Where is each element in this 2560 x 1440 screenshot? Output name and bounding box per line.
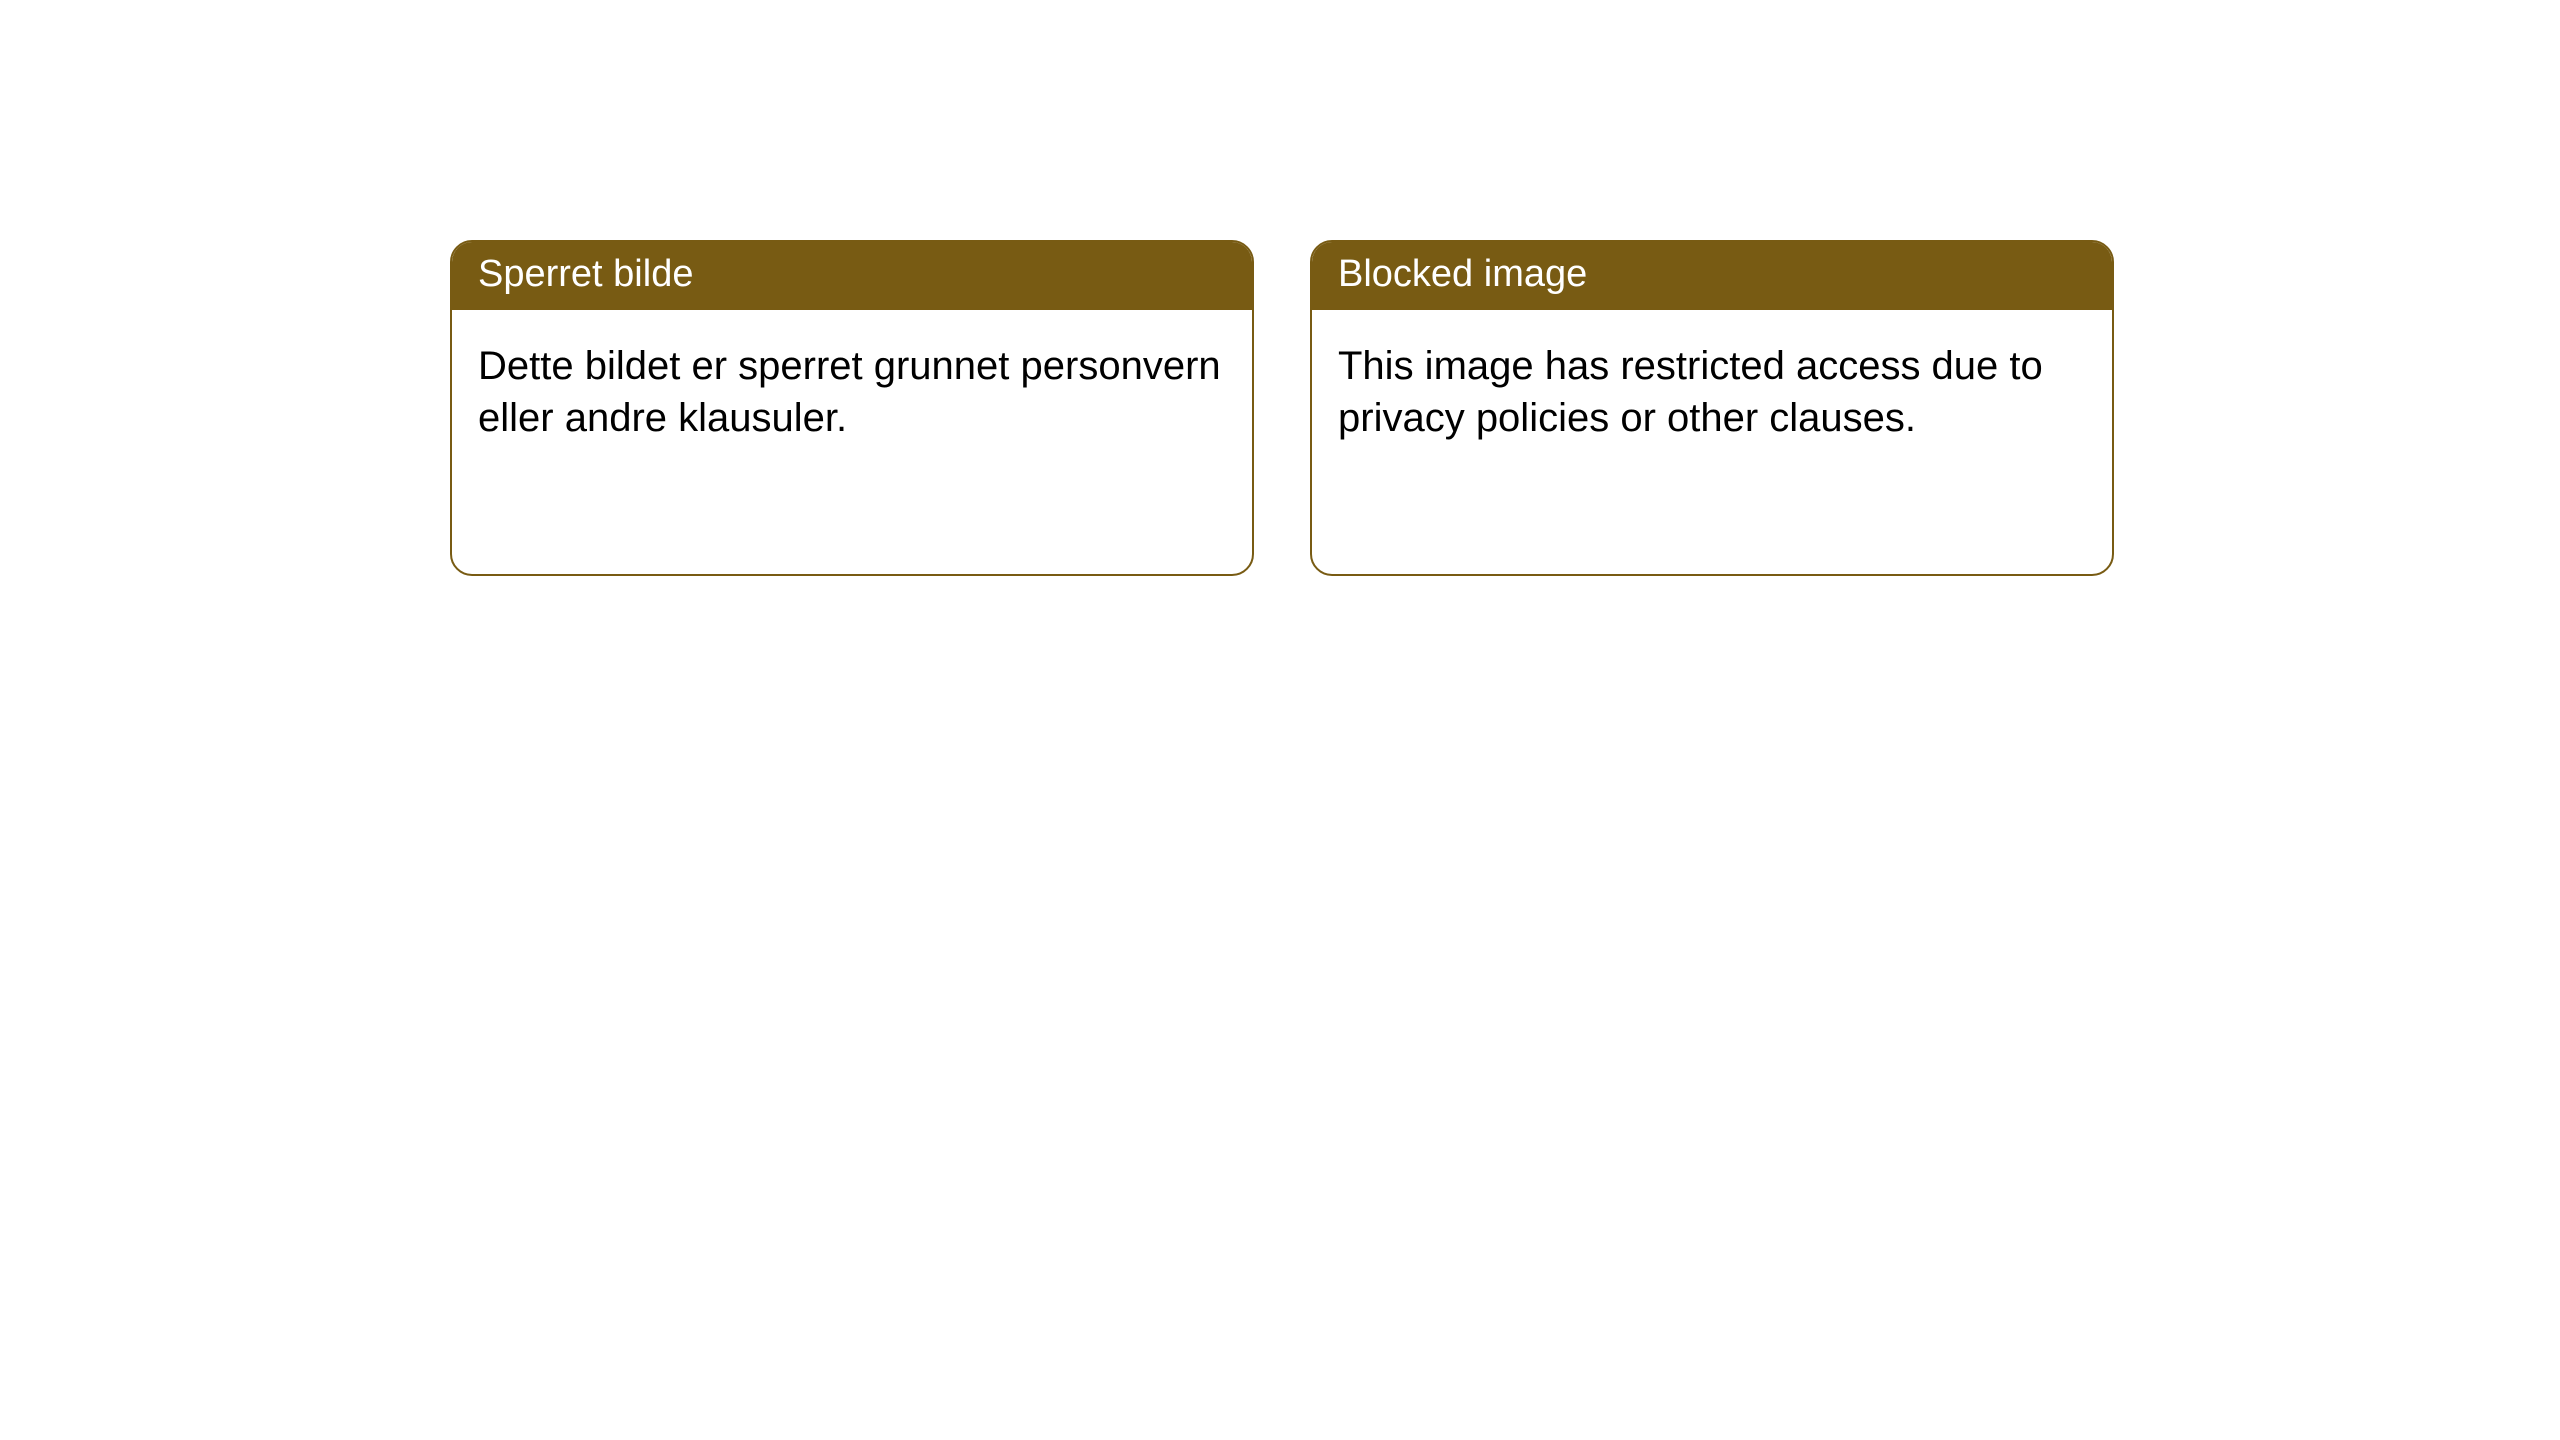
notice-card-english: Blocked image This image has restricted …: [1310, 240, 2114, 576]
notice-body: This image has restricted access due to …: [1312, 310, 2112, 574]
notice-title: Blocked image: [1312, 242, 2112, 310]
notice-container: Sperret bilde Dette bildet er sperret gr…: [450, 240, 2114, 576]
notice-title: Sperret bilde: [452, 242, 1252, 310]
notice-body: Dette bildet er sperret grunnet personve…: [452, 310, 1252, 574]
notice-card-norwegian: Sperret bilde Dette bildet er sperret gr…: [450, 240, 1254, 576]
